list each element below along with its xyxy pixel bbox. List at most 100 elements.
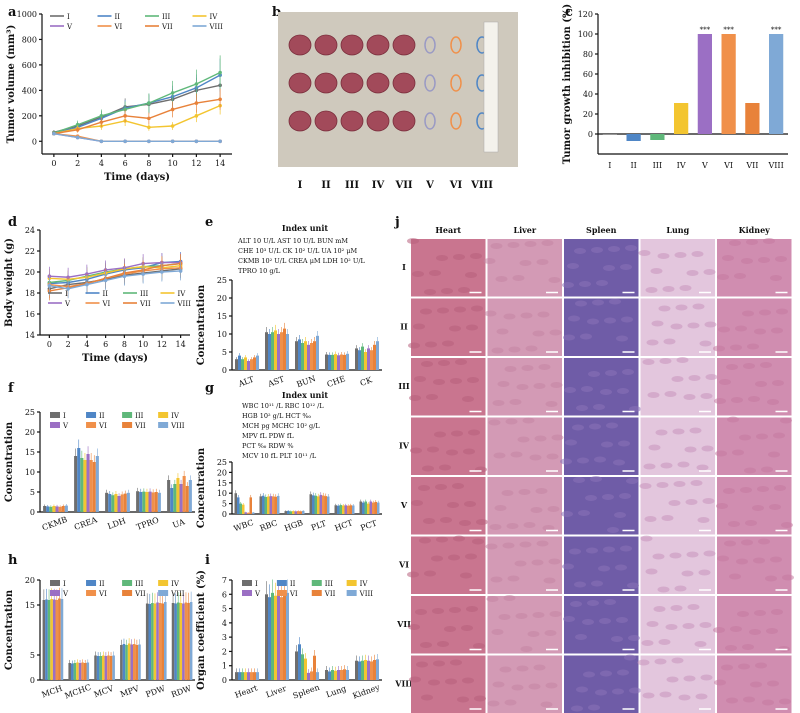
tissue-texture bbox=[754, 610, 766, 616]
photo-group-label: III bbox=[345, 180, 359, 191]
tumor-photo: I II III IV VII V VI VIII bbox=[278, 12, 518, 191]
tissue-texture bbox=[407, 238, 419, 244]
tissue-texture bbox=[433, 379, 445, 385]
bar-Lung-VIII bbox=[346, 670, 349, 680]
chart-i-ytick-label: 6 bbox=[222, 590, 227, 599]
bar-Kidney-IV bbox=[364, 660, 367, 680]
tissue-texture bbox=[446, 449, 458, 456]
histology-image-liver bbox=[487, 417, 562, 475]
tissue-texture bbox=[753, 557, 765, 564]
data-point-III bbox=[75, 122, 80, 127]
series-line-IV bbox=[49, 265, 181, 281]
tissue-texture bbox=[702, 498, 715, 504]
tissue-texture bbox=[674, 252, 687, 258]
bar-PLT-VII bbox=[324, 496, 327, 514]
bar-MCV-VIII bbox=[112, 655, 115, 680]
bar-PDW-VI bbox=[158, 603, 162, 680]
tissue-texture bbox=[490, 576, 503, 583]
bar-MCH-VI bbox=[55, 600, 59, 680]
tissue-texture bbox=[761, 466, 773, 473]
bar-CK-VIII bbox=[376, 341, 379, 370]
bar-MCHC-I bbox=[68, 663, 71, 680]
tissue-texture bbox=[736, 558, 748, 565]
tumor-sample bbox=[314, 34, 338, 56]
tissue-texture bbox=[549, 611, 562, 617]
tissue-texture bbox=[516, 384, 529, 390]
bar-Liver-VIII bbox=[286, 592, 289, 680]
bar-MCH-IV bbox=[50, 599, 53, 680]
bar-TPRO-I bbox=[136, 491, 140, 512]
bar-Kidney-V bbox=[367, 660, 370, 680]
tissue-texture bbox=[669, 552, 682, 559]
tissue-texture bbox=[568, 315, 580, 322]
data-point-VII bbox=[75, 128, 80, 132]
tumor-sample bbox=[366, 110, 390, 132]
chart-e-xtick-label: BUN bbox=[295, 374, 317, 389]
tissue-texture bbox=[593, 404, 605, 410]
legend-swatch-IV bbox=[158, 412, 169, 418]
tissue-texture bbox=[613, 459, 625, 466]
histology-image-lung bbox=[640, 239, 715, 297]
data-point-VIII bbox=[85, 282, 89, 287]
tissue-texture bbox=[534, 435, 547, 442]
tissue-texture bbox=[705, 374, 718, 380]
tissue-texture bbox=[547, 506, 560, 512]
chart-a-ytick-label: 600 bbox=[22, 61, 37, 70]
index-e-row-4: TPRO 10 g/L bbox=[238, 267, 281, 275]
bar-ALT-VII bbox=[253, 357, 256, 370]
bar-MCV-I bbox=[94, 655, 97, 680]
tissue-texture bbox=[545, 401, 558, 407]
legend-label-I: I bbox=[255, 580, 258, 588]
series-line-VII bbox=[53, 98, 221, 135]
legend-swatch-III bbox=[122, 580, 133, 586]
tissue-texture bbox=[692, 303, 705, 310]
legend-swatch-VIII bbox=[158, 422, 169, 428]
tissue-texture bbox=[448, 554, 460, 561]
legend-swatch-VI bbox=[86, 590, 97, 596]
tissue-texture bbox=[684, 446, 697, 453]
tissue-texture bbox=[418, 485, 430, 491]
tissue-texture bbox=[453, 254, 465, 260]
bar-WBC-III bbox=[239, 503, 242, 514]
tissue-texture bbox=[656, 482, 669, 488]
chart-a-ytick-label: 200 bbox=[22, 112, 37, 121]
bar-PLT-III bbox=[314, 495, 317, 514]
tissue-texture bbox=[726, 697, 738, 704]
tissue-texture bbox=[688, 375, 701, 381]
tissue-texture bbox=[629, 406, 641, 412]
chart-c-ytick-label: 0 bbox=[588, 130, 593, 139]
tissue-texture bbox=[740, 487, 752, 493]
bar-Heart-VI bbox=[250, 672, 253, 680]
tissue-texture bbox=[465, 553, 477, 560]
tissue-texture bbox=[737, 611, 749, 617]
tissue-texture bbox=[745, 520, 757, 526]
tissue-texture bbox=[637, 659, 650, 666]
tissue-texture bbox=[570, 601, 582, 607]
bar-Spleen-VI bbox=[310, 671, 313, 680]
chart-g-ytick-label: 5 bbox=[222, 500, 227, 509]
histology-image-lung bbox=[640, 536, 715, 594]
tissue-texture bbox=[629, 687, 641, 694]
tissue-texture bbox=[781, 522, 793, 528]
bar-MPV-IV bbox=[127, 643, 131, 680]
bar-BUN-VII bbox=[313, 341, 316, 370]
legend-swatch-VII bbox=[122, 422, 133, 428]
histology-column-label: Lung bbox=[666, 225, 689, 235]
tissue-texture bbox=[590, 476, 602, 482]
bar-Spleen-IV bbox=[304, 658, 307, 680]
legend-label-V: V bbox=[254, 590, 261, 598]
tissue-texture bbox=[591, 247, 603, 253]
bar-RDW-VII bbox=[187, 603, 190, 680]
bar-Lung-III bbox=[331, 670, 334, 680]
tissue-texture bbox=[769, 504, 781, 510]
tissue-texture bbox=[698, 569, 711, 576]
chart-a-xtick-label: 14 bbox=[215, 159, 225, 168]
tissue-texture bbox=[487, 700, 500, 707]
chart-g-xtick-label: WBC bbox=[233, 518, 255, 533]
tissue-texture bbox=[655, 429, 668, 436]
tissue-texture bbox=[766, 628, 778, 634]
tissue-texture bbox=[451, 430, 463, 437]
data-point-VIII bbox=[99, 139, 104, 144]
tissue-texture bbox=[567, 263, 579, 269]
